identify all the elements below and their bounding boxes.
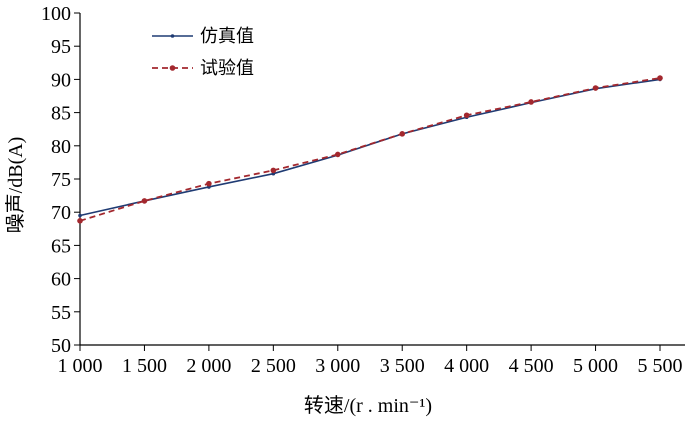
- y-tick-label: 55: [51, 302, 71, 324]
- tick-labels: 50 55 60 65 70 75 80 85 90 95 100 1 000 1 500 2 000 2 …: [41, 3, 683, 377]
- series-lines: [77, 75, 663, 224]
- data-point-1: [78, 213, 82, 218]
- data-point-2: [206, 180, 212, 187]
- y-tick-label: 95: [51, 36, 71, 58]
- x-tick-label: 1 500: [122, 355, 167, 377]
- legend-label-2: 试验值: [200, 58, 254, 78]
- legend-label-1: 仿真值: [200, 26, 254, 46]
- y-tick-label: 70: [51, 202, 71, 224]
- data-point-2: [270, 167, 277, 174]
- y-tick-label: 65: [51, 235, 71, 257]
- legend-marker-1: [170, 34, 175, 38]
- y-tick-label: 60: [51, 269, 71, 291]
- x-tick-label: 4 000: [444, 355, 489, 377]
- data-point-2: [399, 131, 406, 137]
- x-tick-label: 3 500: [380, 355, 425, 377]
- y-tick-label: 75: [51, 169, 71, 191]
- x-tick-label: 4 500: [509, 355, 554, 377]
- data-point-2: [463, 112, 470, 119]
- data-point-2: [77, 218, 83, 224]
- x-tick-label: 5 500: [638, 355, 683, 377]
- y-axis-title: 噪声/dB(A): [4, 137, 27, 234]
- series-line-2: [79, 77, 661, 222]
- data-point-2: [592, 85, 599, 91]
- axes: [74, 12, 685, 351]
- y-tick-label: 85: [51, 103, 71, 125]
- x-tick-label: 2 000: [186, 355, 231, 377]
- data-point-2: [657, 75, 663, 81]
- x-tick-label: 3 000: [315, 355, 360, 377]
- x-axis-title: 转速/(r . min⁻¹): [304, 394, 432, 417]
- x-tick-label: 1 000: [58, 355, 103, 377]
- y-tick-label: 100: [41, 3, 71, 25]
- data-point-2: [141, 198, 148, 204]
- y-tick-label: 90: [51, 69, 71, 91]
- y-tick-label: 50: [51, 335, 71, 357]
- y-tick-label: 80: [51, 136, 71, 158]
- x-tick-label: 5 000: [573, 355, 618, 377]
- data-point-2: [334, 151, 341, 158]
- legend-marker-2: [169, 65, 176, 71]
- data-point-2: [528, 99, 534, 105]
- x-tick-label: 2 500: [251, 355, 296, 377]
